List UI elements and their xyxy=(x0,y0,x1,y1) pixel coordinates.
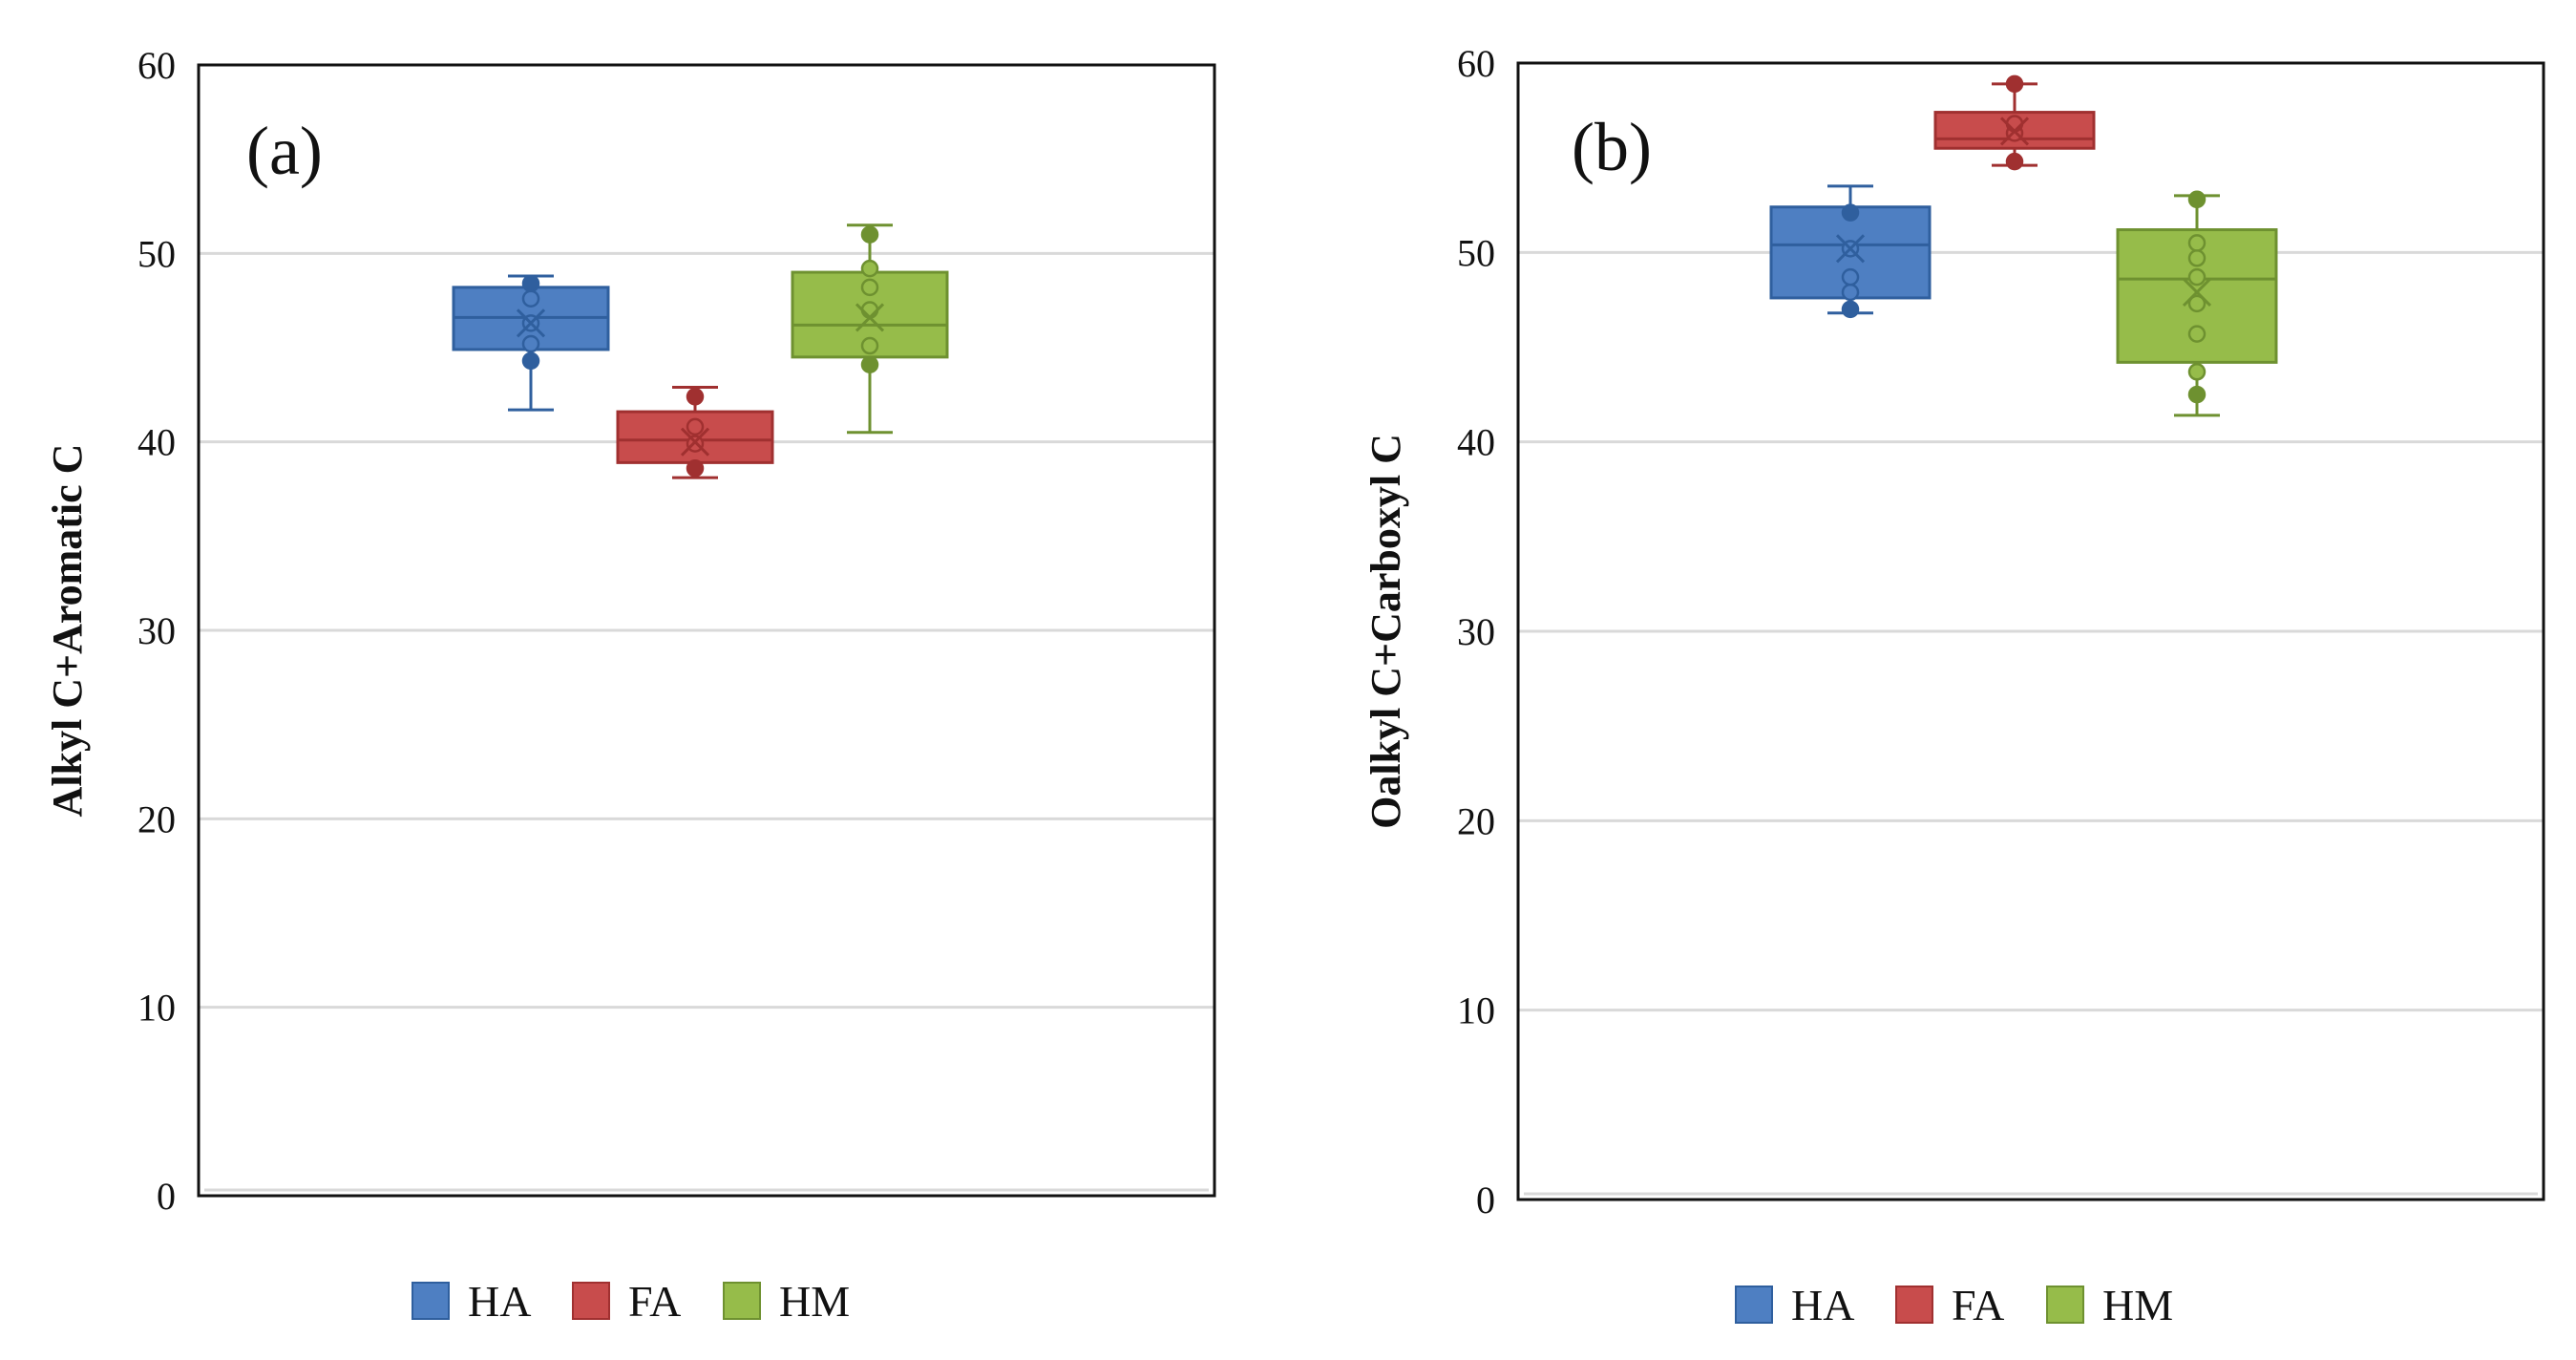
data-point xyxy=(521,334,540,353)
y-tick-label: 60 xyxy=(137,44,176,87)
legend-swatch-hm xyxy=(2046,1286,2084,1324)
data-point xyxy=(1841,203,1860,222)
data-point xyxy=(686,459,705,478)
data-point xyxy=(860,259,879,278)
data-point xyxy=(2187,363,2206,381)
data-point xyxy=(521,289,540,308)
legend-swatch-fa xyxy=(572,1282,610,1320)
plot-frame xyxy=(1516,61,2545,1201)
y-tick-label: 30 xyxy=(137,609,176,652)
y-tick-label: 0 xyxy=(157,1175,176,1218)
data-point xyxy=(521,351,540,371)
mean-marker xyxy=(1999,117,2030,146)
legend-swatch-ha xyxy=(412,1282,450,1320)
plot-frame xyxy=(197,63,1216,1198)
data-point xyxy=(2187,385,2206,404)
legend-swatch-ha xyxy=(1735,1286,1773,1324)
legend-label-ha: HA xyxy=(1791,1281,1854,1329)
data-point xyxy=(860,278,879,297)
legend-label-fa: FA xyxy=(628,1277,681,1326)
legend-swatch-fa xyxy=(1895,1286,1933,1324)
mean-marker xyxy=(516,308,546,338)
box-ha xyxy=(1769,184,1932,319)
data-point xyxy=(1841,283,1860,302)
legend-label-ha: HA xyxy=(468,1277,531,1326)
y-tick-label: 40 xyxy=(137,421,176,464)
y-axis-title: Alkyl C+Aromatic C xyxy=(44,444,91,818)
data-point xyxy=(860,225,879,244)
legend-swatch-hm xyxy=(723,1282,761,1320)
data-point xyxy=(1841,267,1860,287)
box-hm xyxy=(2116,190,2278,417)
panel-label: (b) xyxy=(1572,109,1652,185)
box-ha xyxy=(452,274,610,412)
data-point xyxy=(860,355,879,374)
y-tick-label: 30 xyxy=(1457,610,1495,653)
data-point xyxy=(2005,152,2024,171)
data-point xyxy=(686,388,705,406)
legend: HA FA HM xyxy=(1735,1281,2173,1329)
data-point xyxy=(2187,249,2206,267)
data-point xyxy=(860,336,879,355)
data-point xyxy=(1841,300,1860,319)
y-tick-label: 0 xyxy=(1476,1179,1495,1222)
y-tick-label: 50 xyxy=(137,232,176,275)
legend-label-hm: HM xyxy=(2102,1281,2173,1329)
data-point xyxy=(2187,190,2206,209)
data-point xyxy=(2187,234,2206,252)
data-point xyxy=(2187,325,2206,343)
mean-marker xyxy=(680,427,710,457)
y-tick-label: 20 xyxy=(137,797,176,840)
y-tick-label: 50 xyxy=(1457,231,1495,274)
panel-label: (a) xyxy=(246,113,323,189)
box-hm xyxy=(791,223,949,435)
box-fa xyxy=(616,385,774,479)
data-point xyxy=(2005,115,2024,133)
y-axis-title: Oalkyl C+Carboxyl C xyxy=(1362,434,1409,829)
data-point xyxy=(2005,74,2024,94)
legend: HA FA HM xyxy=(412,1277,850,1326)
mean-marker xyxy=(1835,234,1866,264)
mean-marker xyxy=(2182,277,2212,308)
data-point xyxy=(860,301,879,319)
data-point xyxy=(2187,294,2206,313)
data-point xyxy=(686,417,705,436)
y-tick-label: 40 xyxy=(1457,421,1495,464)
y-tick-label: 60 xyxy=(1457,42,1495,85)
y-tick-label: 20 xyxy=(1457,799,1495,842)
chart-panel-a: 0 10 20 30 40 50 60 Alkyl C+Aromatic C (a) HA FA HM xyxy=(44,44,1216,1326)
y-tick-label: 10 xyxy=(137,987,176,1030)
legend-label-fa: FA xyxy=(1952,1281,2004,1329)
data-point xyxy=(521,274,540,293)
y-tick-label: 10 xyxy=(1457,989,1495,1032)
legend-label-hm: HM xyxy=(779,1277,850,1326)
mean-marker xyxy=(855,303,885,332)
box-fa xyxy=(1933,74,2096,171)
data-point xyxy=(2187,267,2206,287)
